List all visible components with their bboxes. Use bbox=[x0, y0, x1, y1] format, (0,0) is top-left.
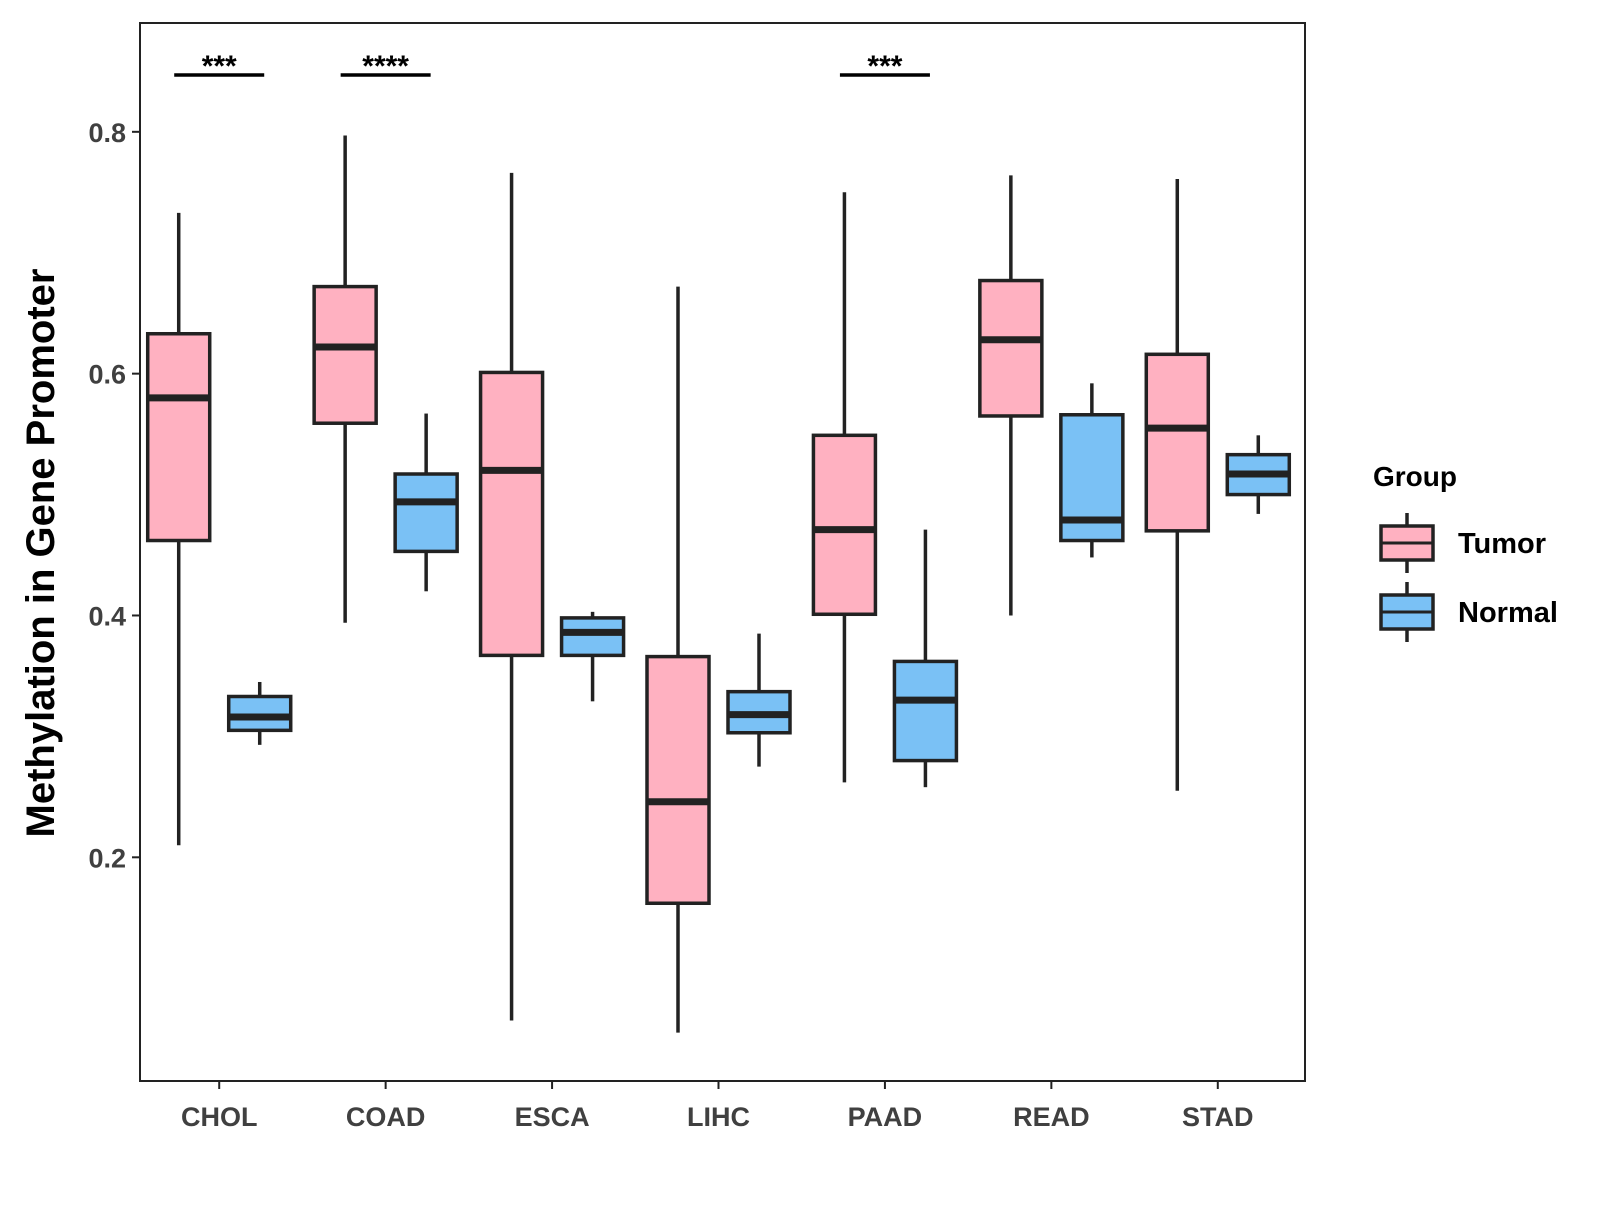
iqr-box bbox=[478, 370, 545, 658]
significance-label: **** bbox=[362, 50, 409, 83]
iqr-box bbox=[978, 278, 1044, 418]
significance-annotations: *** **** *** bbox=[174, 50, 930, 83]
box-tumor-lihc bbox=[645, 286, 711, 1033]
iqr-box bbox=[559, 616, 626, 658]
series-normal bbox=[226, 383, 1292, 788]
legend-title: Group bbox=[1373, 461, 1457, 492]
box-series bbox=[145, 135, 1292, 1033]
significance-chol: *** bbox=[174, 50, 265, 83]
box-normal-chol bbox=[226, 681, 293, 745]
significance-label: *** bbox=[867, 50, 902, 83]
x-axis: CHOL COAD ESCA LIHC PAAD READ STAD bbox=[181, 1081, 1254, 1132]
iqr-box bbox=[226, 694, 293, 733]
y-tick-label: 0.2 bbox=[88, 843, 126, 873]
box-normal-stad bbox=[1225, 435, 1292, 514]
box-tumor-stad bbox=[1144, 178, 1211, 791]
box-normal-lihc bbox=[726, 633, 792, 767]
box-normal-read bbox=[1059, 383, 1125, 558]
x-tick-label: READ bbox=[1013, 1102, 1090, 1132]
significance-label: *** bbox=[202, 50, 237, 83]
box-tumor-esca bbox=[478, 172, 545, 1021]
iqr-box bbox=[811, 433, 878, 617]
box-tumor-paad bbox=[811, 192, 878, 783]
x-tick-label: CHOL bbox=[181, 1102, 258, 1132]
y-axis-label: Methylation in Gene Promoter bbox=[19, 269, 63, 838]
x-tick-label: ESCA bbox=[515, 1102, 590, 1132]
box-tumor-coad bbox=[312, 135, 378, 623]
legend: Group Tumor Normal bbox=[1373, 461, 1558, 642]
legend-item-tumor: Tumor bbox=[1379, 513, 1546, 573]
box-tumor-chol bbox=[145, 212, 212, 846]
iqr-box bbox=[393, 472, 459, 554]
box-normal-coad bbox=[393, 413, 459, 592]
significance-coad: **** bbox=[340, 50, 431, 83]
x-tick-label: STAD bbox=[1182, 1102, 1254, 1132]
iqr-box bbox=[892, 659, 959, 763]
iqr-box bbox=[1144, 352, 1211, 533]
x-tick-label: PAAD bbox=[848, 1102, 923, 1132]
y-tick-label: 0.4 bbox=[88, 601, 126, 631]
box-tumor-read bbox=[978, 175, 1044, 616]
y-axis: 0.2 0.4 0.6 0.8 bbox=[88, 118, 140, 873]
iqr-box bbox=[312, 284, 378, 425]
significance-paad: *** bbox=[839, 50, 930, 83]
y-tick-label: 0.8 bbox=[88, 118, 126, 148]
legend-label-normal: Normal bbox=[1458, 597, 1558, 629]
plot-panel-border bbox=[139, 22, 1306, 1082]
box-normal-esca bbox=[559, 611, 626, 702]
y-tick-label: 0.6 bbox=[88, 360, 126, 390]
legend-item-normal: Normal bbox=[1379, 582, 1558, 642]
box-normal-paad bbox=[892, 529, 959, 788]
iqr-box bbox=[645, 654, 711, 906]
x-tick-label: COAD bbox=[346, 1102, 426, 1132]
legend-label-tumor: Tumor bbox=[1458, 528, 1546, 560]
series-tumor bbox=[145, 135, 1211, 1033]
iqr-box bbox=[145, 331, 212, 543]
x-tick-label: LIHC bbox=[687, 1102, 750, 1132]
